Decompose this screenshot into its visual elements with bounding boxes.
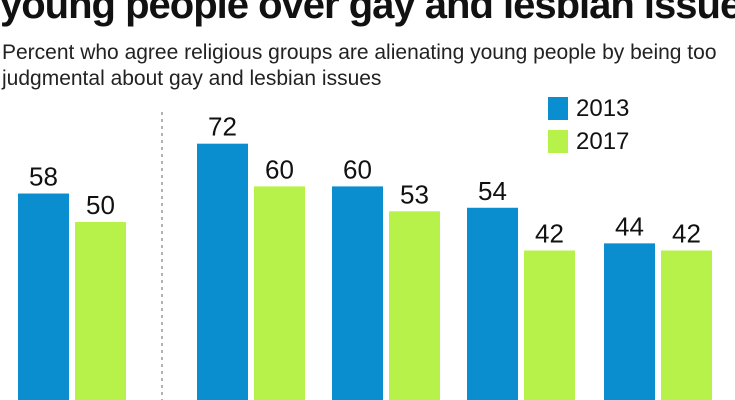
value-label-2017-group-5: 42 — [672, 218, 701, 248]
legend-item-2017: 2017 — [548, 125, 629, 158]
value-label-2013-group-1: 58 — [29, 162, 58, 192]
bar-2013-group-3 — [332, 186, 383, 400]
value-label-2017-group-4: 42 — [535, 218, 564, 248]
legend-swatch-2013 — [548, 97, 568, 120]
value-label-2017-group-2: 60 — [265, 154, 294, 184]
legend: 2013 2017 — [548, 92, 629, 158]
bar-2013-group-1 — [18, 193, 69, 400]
bar-2017-group-2 — [254, 186, 305, 400]
chart-title: young people over gay and lesbian issues — [0, 0, 735, 27]
legend-item-2013: 2013 — [548, 92, 629, 125]
legend-swatch-2017 — [548, 130, 568, 153]
value-label-2013-group-5: 44 — [615, 211, 644, 241]
bar-2013-group-2 — [197, 143, 248, 400]
bar-2017-group-5 — [661, 250, 712, 400]
chart-subtitle: Percent who agree religious groups are a… — [2, 41, 717, 90]
bar-2017-group-1 — [75, 222, 126, 400]
value-label-2017-group-1: 50 — [86, 190, 115, 220]
value-label-2013-group-2: 72 — [208, 112, 237, 142]
value-label-2013-group-4: 54 — [478, 176, 507, 206]
bar-2017-group-3 — [389, 211, 440, 400]
legend-label-2013: 2013 — [576, 94, 630, 122]
bar-2013-group-5 — [604, 243, 655, 400]
legend-label-2017: 2017 — [576, 127, 630, 155]
bar-2013-group-4 — [467, 207, 518, 400]
bar-2017-group-4 — [524, 250, 575, 400]
value-label-2017-group-3: 53 — [400, 179, 429, 209]
value-label-2013-group-3: 60 — [343, 154, 372, 184]
